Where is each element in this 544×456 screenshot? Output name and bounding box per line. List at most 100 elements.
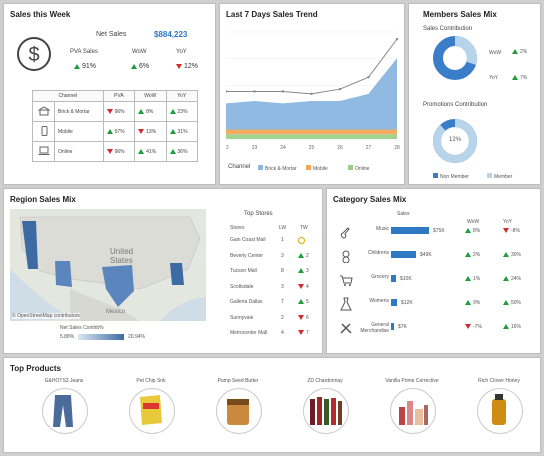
store-name: Metrocenter Mall	[230, 330, 268, 336]
store-row[interactable]: Sunnyvale 2 6	[226, 315, 322, 325]
region-panel: Region Sales Mix United States Mexico © …	[3, 188, 323, 354]
store-tw: 6	[306, 314, 309, 321]
cart-icon	[340, 275, 353, 286]
scale-max: 20.94%	[128, 334, 145, 340]
product-name: Pet Chip Snk	[136, 378, 166, 384]
category-row[interactable]: Childrens $49K 2% 30%	[327, 247, 540, 267]
wow-value: 6%	[139, 63, 150, 70]
category-row[interactable]: Music $75K 8% -8%	[327, 223, 540, 243]
category-bar	[391, 323, 394, 330]
map-attribution: © OpenStreetMap contributors	[12, 313, 80, 319]
trend-panel: Last 7 Days Sales Trend 22 23 24 25 26 27 28 C…	[219, 3, 405, 185]
category-name: Music	[375, 226, 389, 232]
category-name: Womens	[369, 298, 389, 304]
store-lw: 2	[281, 314, 284, 321]
up-arrow-icon	[298, 299, 304, 305]
promo-center-value: 12%	[448, 137, 461, 143]
down-arrow-icon	[298, 283, 304, 289]
store-tw: 2	[306, 252, 309, 259]
category-name: Grocery	[371, 274, 389, 280]
product-item[interactable]: ZD Chardonnay	[283, 378, 367, 450]
yoy-value: 12%	[184, 63, 199, 70]
region-title: Region Sales Mix	[10, 195, 76, 204]
table-row: Mobile 97% 13% 31%	[32, 121, 199, 142]
category-yoy-label: YoY	[503, 219, 512, 225]
col-pva: PVA	[102, 90, 136, 102]
category-yoy: 24%	[503, 276, 521, 282]
member-segment	[433, 36, 477, 80]
scale-min: 5.88%	[60, 334, 75, 340]
store-tw: 5	[306, 299, 309, 305]
category-wow: 2%	[465, 252, 480, 258]
x-tick-label: 28	[394, 145, 400, 151]
product-image	[129, 388, 175, 434]
sales-donut	[433, 36, 477, 80]
store-lw: 3	[281, 283, 284, 290]
tools-icon	[340, 323, 352, 334]
legend-title: Channel	[228, 164, 251, 170]
members-yoy: 7%	[512, 75, 527, 81]
store-tw: 7	[306, 330, 309, 336]
honey-icon	[492, 394, 506, 425]
top-stores-title: Top Stores	[244, 211, 273, 217]
promotions-label: Promotions Contribution	[423, 102, 488, 108]
channel-table: Channel PVA WoW YoY Brick & Mortar 96% 8…	[32, 90, 199, 162]
store-tw: 4	[306, 283, 309, 290]
products-panel: Top Products G&HOTS3 Jeans Pet Chip Snk …	[3, 357, 541, 453]
wine-icon	[310, 397, 342, 425]
up-arrow-icon	[298, 268, 304, 274]
stores-col-header: Stores	[230, 225, 245, 231]
store-row[interactable]: Beverly Center 3 2	[226, 253, 322, 263]
pva-kpi: 91%	[74, 63, 96, 70]
category-row[interactable]: General Merchandise $7K -7% 16%	[327, 319, 540, 339]
promo-donut	[433, 119, 477, 163]
product-item[interactable]: G&HOTS3 Jeans	[22, 378, 106, 450]
store-row[interactable]: Tucson Mall 8 3	[226, 268, 322, 278]
category-bar	[391, 251, 416, 258]
x-tick-label: 25	[309, 145, 315, 151]
x-tick-label: 24	[280, 145, 286, 151]
map-region-ca	[22, 221, 38, 269]
store-row[interactable]: Galleria Dallas 7 5	[226, 299, 322, 309]
store-row[interactable]: Gain Coast Mall 1	[226, 237, 322, 247]
category-value: $7K	[398, 324, 407, 330]
product-item[interactable]: Rich Clover Honey	[457, 378, 541, 450]
legend-online: Online	[348, 165, 369, 172]
product-item[interactable]: Pump Seed Butter	[196, 378, 280, 450]
product-name: Vanilla Prime Corrective	[385, 378, 439, 384]
product-item[interactable]: Pet Chip Snk	[109, 378, 193, 450]
store-row[interactable]: Metrocenter Mall 4 7	[226, 330, 322, 340]
yoy-cell: 31%	[165, 121, 199, 142]
scale-label: Net Sales Contrib%	[60, 325, 104, 331]
chips-icon	[140, 395, 162, 425]
category-value: $49K	[420, 252, 432, 258]
category-row[interactable]: Grocery $10K 1% 24%	[327, 271, 540, 291]
product-item[interactable]: Vanilla Prime Corrective	[370, 378, 454, 450]
product-name: Pump Seed Butter	[217, 378, 259, 384]
category-wow: -7%	[465, 324, 482, 330]
lw-col-header: LW	[279, 225, 287, 231]
pva-value: 91%	[82, 63, 97, 70]
product-image	[390, 388, 436, 434]
unchanged-icon	[298, 237, 305, 244]
sales-week-panel: Sales this Week $ Net Sales $884,223 PVA…	[3, 3, 216, 185]
map-label-mexico: Mexico	[106, 309, 126, 315]
members-wow: 2%	[512, 49, 527, 55]
x-tick-label: 26	[337, 145, 343, 151]
store-row[interactable]: Scottsdale 3 4	[226, 284, 322, 294]
category-row[interactable]: Womens $12K 9% 50%	[327, 295, 540, 315]
sales-contribution-label: Sales Contribution	[423, 26, 473, 32]
area-online	[226, 134, 397, 139]
net-sales-label: Net Sales	[96, 31, 127, 38]
category-yoy: 50%	[503, 300, 521, 306]
category-bar	[391, 227, 429, 234]
category-name: Childrens	[367, 250, 389, 256]
dress-icon	[340, 297, 352, 311]
yoy-label: YoY	[176, 49, 187, 55]
category-wow: 1%	[465, 276, 480, 282]
total-point	[281, 90, 285, 93]
wow-cell: 41%	[134, 141, 167, 162]
members-title: Members Sales Mix	[423, 10, 497, 19]
region-map[interactable]: United States Mexico © OpenStreetMap con…	[10, 209, 206, 321]
products-title: Top Products	[10, 364, 61, 373]
